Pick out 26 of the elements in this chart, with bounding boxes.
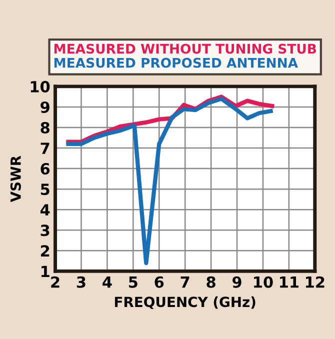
x-axis-title: FREQUENCY (GHz) [114, 296, 256, 309]
y-tick-label: 1 [42, 266, 50, 278]
y-tick-label: 2 [40, 245, 50, 256]
y-tick-label: 5 [40, 184, 50, 196]
x-tick-label: 2 [51, 276, 60, 288]
text: MEASURED PROPOSED ANTENNA [54, 58, 298, 68]
x-tick-label: 4 [102, 276, 112, 288]
x-tick-label: 11 [280, 276, 299, 288]
x-tick-label: 3 [76, 276, 86, 288]
y-tick-label: 8 [40, 122, 50, 134]
x-tick-label: 12 [306, 276, 324, 288]
x-tick-label: 5 [129, 276, 138, 288]
x-tick-label: 8 [206, 276, 216, 288]
y-tick-label: 9 [40, 101, 50, 113]
x-tick-label: 10 [254, 276, 273, 288]
text: MEASURED WITHOUT TUNING STUB [54, 44, 316, 54]
y-tick-label: 6 [40, 163, 50, 175]
y-axis-title: VSWR [10, 156, 21, 202]
x-tick-label: 6 [154, 276, 164, 288]
y-tick-label: 7 [40, 142, 50, 154]
y-tick-label: 4 [40, 204, 50, 216]
x-tick-label: 9 [232, 276, 242, 288]
y-tick-label: 3 [40, 224, 50, 236]
line-series [66, 96, 273, 266]
y-tick-label: 10 [30, 80, 50, 92]
x-tick-label: 7 [180, 276, 190, 288]
